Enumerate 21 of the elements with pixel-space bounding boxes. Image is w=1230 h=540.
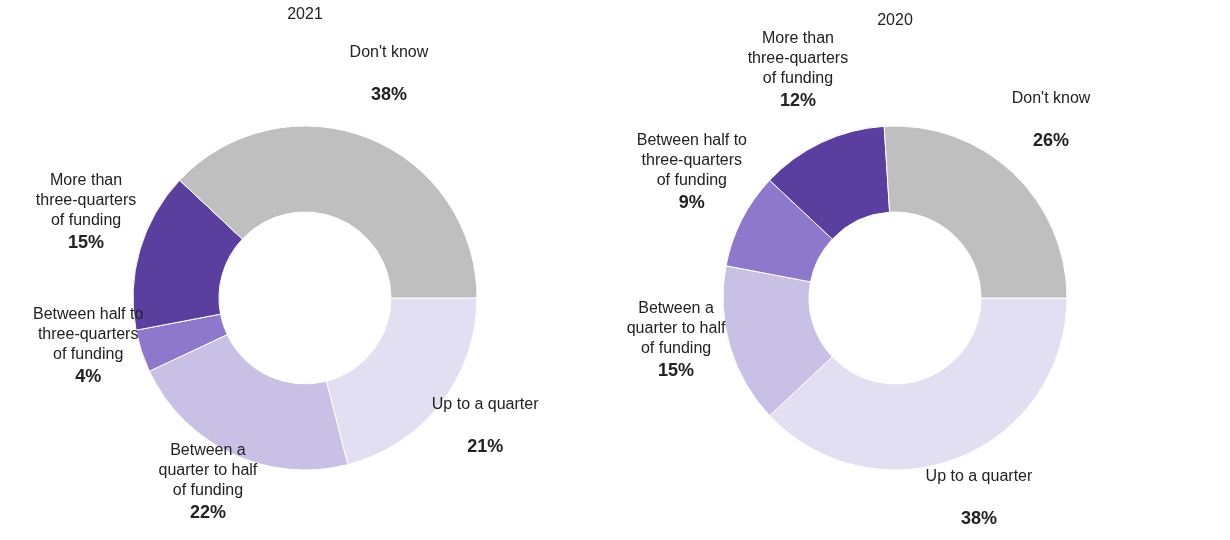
- slice-label: More than three-quarters of funding: [747, 28, 849, 86]
- data-label: 9%: [678, 192, 705, 213]
- slice-label: Don't know: [349, 43, 429, 61]
- chart-title: 2021: [287, 5, 323, 23]
- slice-label: More than three-quarters of funding: [35, 171, 137, 229]
- slice-label: Up to a quarter: [925, 466, 1033, 484]
- data-label: 22%: [189, 502, 226, 523]
- data-label: 38%: [960, 507, 997, 528]
- chart-title: 2020: [877, 10, 913, 28]
- data-label: 12%: [779, 89, 816, 110]
- data-label: 38%: [370, 84, 407, 105]
- slice-label: Between half to three-quarters of funding: [636, 131, 748, 189]
- data-label: 4%: [75, 366, 102, 387]
- slice-label: Between a quarter to half of funding: [626, 298, 726, 356]
- data-label: 26%: [1033, 129, 1070, 150]
- data-label: 21%: [467, 435, 504, 456]
- data-label: 15%: [68, 232, 105, 253]
- slice-label: Up to a quarter: [431, 394, 540, 412]
- slice-label: Between a quarter to half of funding: [158, 441, 258, 499]
- data-label: 15%: [658, 359, 695, 380]
- slice-label: Don't know: [1011, 88, 1091, 106]
